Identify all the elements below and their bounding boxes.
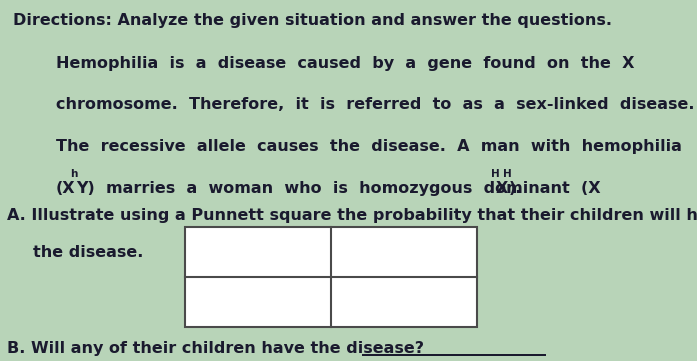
Text: Hemophilia  is  a  disease  caused  by  a  gene  found  on  the  X: Hemophilia is a disease caused by a gene… [56, 56, 634, 71]
Text: (X: (X [56, 180, 75, 196]
Text: H: H [491, 169, 499, 179]
Text: ).: ). [508, 180, 521, 196]
Text: H: H [503, 169, 512, 179]
Text: the disease.: the disease. [33, 245, 144, 260]
Text: Y)  marries  a  woman  who  is  homozygous  dominant  (X: Y) marries a woman who is homozygous dom… [76, 180, 601, 196]
Text: B. Will any of their children have the disease?: B. Will any of their children have the d… [7, 341, 424, 356]
Bar [185, 227, 477, 327]
Text: _______________________: _______________________ [362, 341, 546, 356]
Text: The  recessive  allele  causes  the  disease.  A  man  with  hemophilia: The recessive allele causes the disease.… [56, 139, 682, 154]
Text: X: X [496, 180, 508, 196]
Text: chromosome.  Therefore,  it  is  referred  to  as  a  sex-linked  disease.: chromosome. Therefore, it is referred to… [56, 97, 694, 113]
Text: Directions: Analyze the given situation and answer the questions.: Directions: Analyze the given situation … [13, 13, 611, 28]
Text: h: h [70, 169, 78, 179]
Text: A. Illustrate using a Punnett square the probability that their children will ha: A. Illustrate using a Punnett square the… [7, 208, 697, 223]
